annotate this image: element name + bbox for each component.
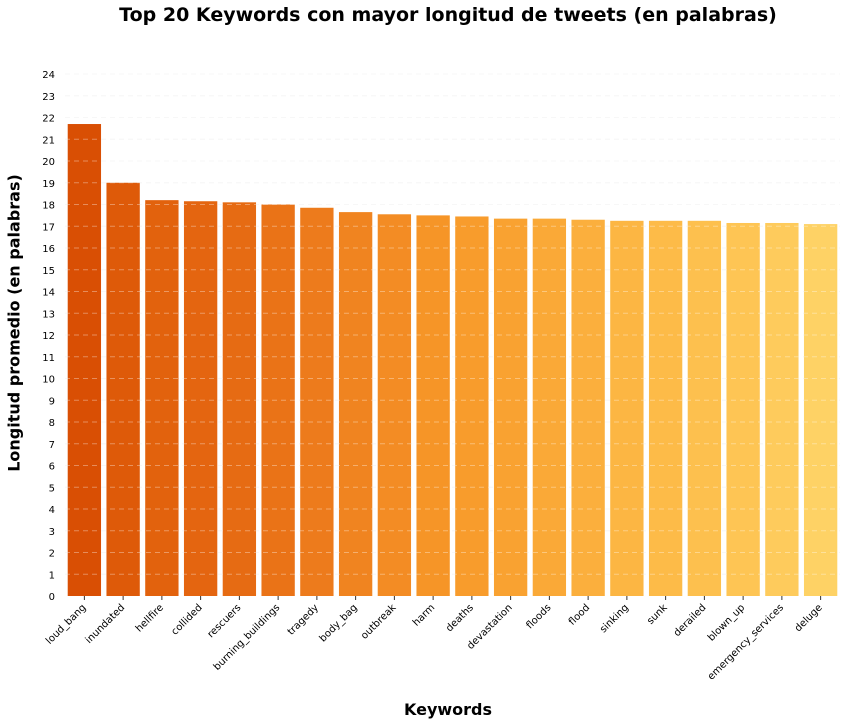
bar-devastation (493, 218, 528, 596)
y-tick-label: 22 (42, 114, 55, 125)
y-tick-label: 4 (49, 505, 55, 516)
bar-emergency_services (765, 222, 799, 597)
bar-tragedy (300, 207, 334, 596)
y-tick-label: 10 (42, 375, 55, 386)
y-tick-label: 6 (49, 462, 55, 473)
y-tick-label: 13 (42, 309, 55, 320)
x-tick-label: outbreak (359, 602, 399, 642)
y-tick-label: 7 (49, 440, 55, 451)
x-tick-label: sinking (598, 602, 631, 635)
y-tick-label: 18 (42, 201, 55, 212)
y-tick-label: 12 (42, 331, 55, 342)
y-tick-label: 16 (42, 244, 55, 255)
x-tick-label: loud_bang (44, 602, 88, 646)
y-tick-label: 15 (42, 266, 55, 277)
x-tick-label: flood (567, 602, 592, 627)
bar-derailed (687, 220, 722, 596)
y-tick-label: 1 (49, 570, 55, 581)
x-tick-label: harm (411, 602, 437, 628)
y-tick-label: 11 (42, 353, 55, 364)
x-tick-label: derailed (672, 602, 709, 639)
x-tick-label: tragedy (286, 602, 321, 637)
bar-flood (571, 219, 605, 596)
x-tick-label: burning_buildings (212, 602, 282, 672)
x-tick-label: sunk (645, 602, 670, 627)
bar-hellfire (145, 200, 179, 596)
bar-sinking (610, 220, 644, 596)
x-tick-label: rescuers (206, 602, 244, 640)
x-axis-title: Keywords (403, 700, 493, 719)
y-tick-label: 3 (49, 527, 55, 538)
bar-sunk (648, 220, 683, 596)
bar-blown_up (726, 222, 760, 597)
x-tick-label: blown_up (706, 602, 747, 643)
y-tick-label: 17 (42, 222, 55, 233)
x-tick-label: deluge (793, 602, 825, 634)
y-tick-label: 21 (42, 135, 55, 146)
x-tick-label: inundated (84, 602, 128, 646)
x-tick-label: floods (524, 602, 553, 631)
bar-burning_buildings (261, 204, 295, 596)
x-tick-label: body_bag (318, 602, 360, 644)
x-tick-label: emergency_services (706, 602, 786, 682)
y-tick-label: 24 (42, 70, 55, 81)
y-tick-label: 2 (49, 549, 55, 560)
bar-harm (416, 215, 450, 596)
x-tick-label: hellfire (134, 602, 166, 634)
chart-title: Top 20 Keywords con mayor longitud de tw… (119, 4, 777, 26)
bar-deluge (803, 224, 838, 596)
bar-floods (532, 218, 567, 596)
y-tick-label: 14 (42, 288, 55, 299)
y-tick-label: 9 (49, 396, 55, 407)
bar-outbreak (377, 214, 412, 596)
bar-body_bag (338, 212, 373, 597)
bar-inundated (106, 182, 140, 596)
y-tick-label: 23 (42, 92, 55, 103)
x-tick-label: deaths (444, 602, 476, 634)
bar-rescuers (222, 202, 257, 596)
bar-collided (183, 201, 218, 597)
y-tick-label: 0 (49, 592, 55, 603)
bar-loud_bang (67, 124, 102, 597)
y-tick-label: 8 (49, 418, 55, 429)
y-tick-label: 5 (49, 483, 55, 494)
x-tick-label: collided (170, 602, 205, 637)
y-tick-label: 20 (42, 157, 55, 168)
bar-deaths (455, 216, 489, 596)
y-tick-label: 19 (42, 179, 55, 190)
